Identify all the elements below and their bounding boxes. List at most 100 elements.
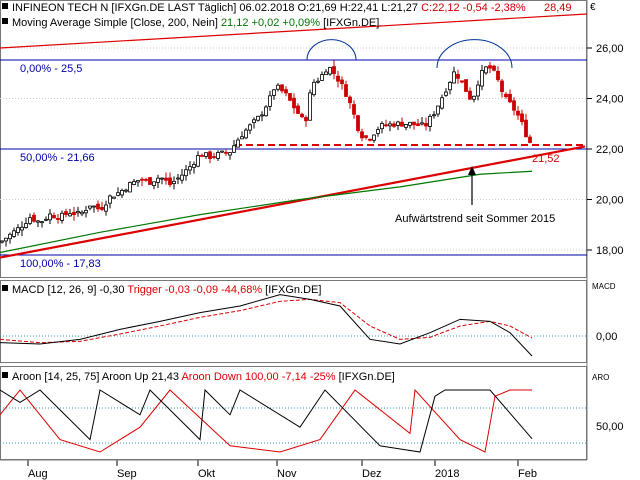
candle-body: [472, 95, 476, 100]
candle-body: [52, 214, 56, 219]
candle-body: [264, 106, 268, 117]
candle-body: [12, 230, 16, 237]
candle-body: [120, 190, 124, 196]
candle-body: [208, 151, 212, 159]
candle-body: [4, 237, 8, 242]
candle-body: [404, 123, 408, 128]
candle-body: [520, 113, 524, 123]
candle-body: [328, 67, 332, 75]
candle-body: [132, 181, 136, 186]
price-tick-label: 24,00: [596, 94, 624, 106]
candle-body: [152, 181, 156, 186]
candle-body: [424, 123, 428, 127]
candle-body: [180, 174, 184, 181]
candle-body: [320, 74, 324, 81]
candle-body: [256, 115, 260, 121]
candle-body: [268, 95, 272, 107]
candle-body: [48, 213, 52, 221]
candle-body: [232, 145, 236, 153]
aroon-series: [0, 388, 533, 453]
candle-body: [20, 226, 24, 231]
candle-body: [496, 70, 500, 81]
candle-body: [136, 180, 140, 183]
fib-label-50: 50,00% - 21,66: [20, 152, 95, 164]
candle-body: [60, 212, 64, 221]
series-marker-icon: [2, 3, 8, 9]
candle-body: [296, 105, 300, 114]
candle-body: [124, 189, 128, 192]
price-tick-label: 20,00: [596, 195, 624, 207]
candle-body: [184, 169, 188, 177]
macd-legend-text: MACD [12, 26, 9] -0,30 Trigger -0,03 -0,…: [12, 284, 321, 296]
candle-body: [464, 79, 468, 92]
candle-body: [188, 166, 192, 171]
candle-body: [484, 66, 488, 74]
candle-body: [252, 119, 256, 123]
candle-body: [24, 223, 28, 228]
aroon-down-line: [0, 388, 532, 453]
uptrend-line: [0, 145, 586, 259]
candle-body: [388, 123, 392, 127]
candle-body: [248, 124, 252, 131]
macd-line: [0, 294, 533, 357]
candle-body: [300, 113, 304, 118]
candle-body: [308, 92, 312, 121]
candle-body: [492, 65, 496, 71]
candle-body: [64, 211, 68, 215]
x-tick-label: Okt: [198, 468, 215, 480]
candle-body: [508, 93, 512, 103]
candle-body: [372, 134, 376, 141]
candle-body: [44, 218, 48, 221]
candle-body: [84, 209, 88, 214]
candle-body: [432, 114, 436, 117]
ma-legend: Moving Average Simple [Close, 200, Nein]…: [2, 17, 379, 29]
candle-body: [276, 84, 280, 90]
support-value-label: 21,52: [532, 153, 560, 165]
candle-body: [312, 81, 316, 96]
macd-panel-tag: MACD: [592, 282, 616, 291]
candle-body: [40, 221, 44, 224]
candle-body: [324, 71, 328, 76]
price-series: [0, 60, 586, 259]
candle-body: [420, 122, 424, 125]
macd-marker-icon: [2, 285, 8, 291]
upper-channel-line: [0, 13, 588, 49]
x-tick-label: Nov: [277, 468, 297, 480]
candle-body: [436, 105, 440, 115]
top-arc-1: [306, 39, 357, 61]
candle-body: [176, 177, 180, 180]
candle-body: [236, 139, 240, 148]
candle-body: [428, 115, 432, 127]
annotation-arrow-head: [468, 166, 476, 175]
header-symbol: INFINEON TECH N [IFXGn.DE LAST Täglich] …: [12, 2, 526, 14]
currency-label: €: [590, 2, 596, 13]
candle-body: [108, 195, 112, 204]
candle-body: [144, 179, 148, 181]
aroon-legend: Aroon [14, 25, 75] Aroon Up 21,43 Aroon …: [2, 371, 395, 383]
candle-body: [100, 206, 104, 210]
candle-body: [440, 97, 444, 109]
price-axis: 26,00 24,00 22,00 20,00 18,00: [587, 43, 624, 257]
candle-body: [380, 123, 384, 130]
candle-body: [448, 82, 452, 91]
candle-body: [224, 151, 228, 154]
aroon-tick-50: 50,00: [596, 421, 624, 433]
candle-body: [480, 70, 484, 87]
right-axis-area: [587, 0, 640, 480]
candle-body: [68, 213, 72, 217]
candle-body: [344, 84, 348, 97]
candle-body: [104, 204, 108, 212]
ma-legend-text: Moving Average Simple [Close, 200, Nein]…: [12, 17, 379, 29]
aroon-legend-text: Aroon [14, 25, 75] Aroon Up 21,43 Aroon …: [12, 371, 395, 383]
candle-body: [384, 124, 388, 127]
candle-body: [488, 65, 492, 69]
x-tick-label: Sep: [117, 468, 137, 480]
price-tick-label: 22,00: [596, 144, 624, 156]
candle-body: [28, 217, 32, 224]
candle-body: [0, 240, 4, 243]
candle-body: [192, 164, 196, 168]
candle-body: [336, 75, 340, 82]
candle-body: [36, 220, 40, 223]
candle-body: [168, 177, 172, 186]
